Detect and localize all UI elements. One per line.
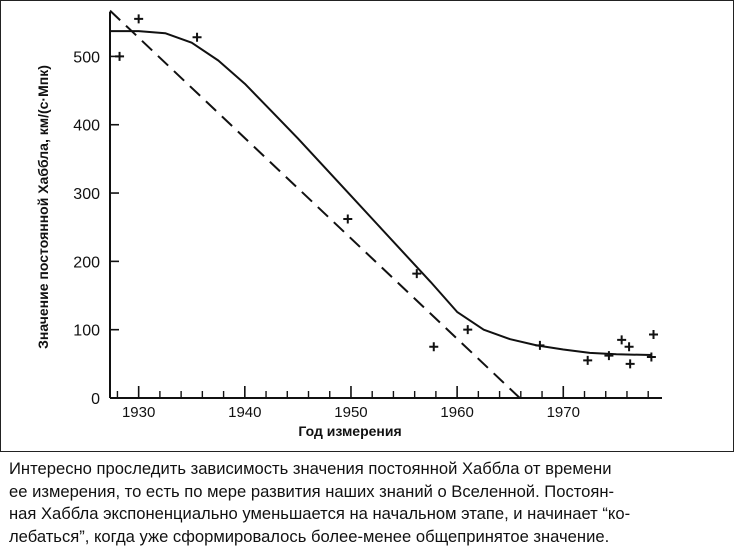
data-point-plus (412, 269, 422, 279)
chart-frame: 0 100 200 300 400 500 1930 1940 1950 1960 1970 Год… (0, 0, 734, 452)
data-point-plus (604, 351, 614, 361)
x-tick-label: 1950 (334, 404, 367, 421)
data-point-plus (649, 329, 659, 339)
x-tick-label: 1960 (440, 404, 473, 421)
y-tick-label: 500 (73, 49, 100, 66)
data-point-plus (115, 51, 125, 61)
x-tick-label: 1940 (228, 404, 261, 421)
caption-line-2: ее измерения, то есть по мере развития н… (9, 481, 615, 501)
data-point-plus (192, 32, 202, 42)
data-point-plus (343, 214, 353, 224)
y-tick-label: 300 (73, 186, 100, 203)
x-axis-title: Год измерения (298, 423, 401, 439)
data-point-plus (429, 342, 439, 352)
y-tick-label: 100 (73, 323, 100, 340)
x-tick-label: 1970 (547, 404, 580, 421)
data-point-plus (625, 359, 635, 369)
dashed-trend-line (109, 9, 521, 399)
data-point-plus (617, 335, 627, 345)
caption-line-3: ная Хаббла экспоненциально уменьшается н… (9, 504, 631, 523)
chart-border (0, 0, 734, 452)
data-point-plus (583, 355, 593, 365)
data-point-plus (646, 352, 656, 362)
y-tick-label: 400 (73, 118, 100, 135)
data-point-plus (535, 340, 545, 350)
x-tick-label: 1930 (122, 404, 155, 421)
data-point-plus (624, 342, 634, 352)
figure-caption: Интересно проследить зависимость значени… (9, 458, 727, 548)
fit-curve (110, 30, 652, 356)
data-point-plus (463, 325, 473, 335)
caption-line-4: лебаться”, когда уже сформировалось боле… (9, 526, 610, 546)
y-tick-label: 200 (73, 254, 100, 271)
y-axis-title: Значение постоянной Хаббла, км/(с·Мпк) (35, 65, 51, 349)
y-tick-label: 0 (91, 391, 100, 408)
hubble-constant-chart: 0 100 200 300 400 500 1930 1940 1950 1960 1970 Год… (0, 0, 734, 452)
caption-line-1: Интересно проследить зависимость значени… (9, 459, 612, 478)
data-point-plus (134, 14, 144, 24)
